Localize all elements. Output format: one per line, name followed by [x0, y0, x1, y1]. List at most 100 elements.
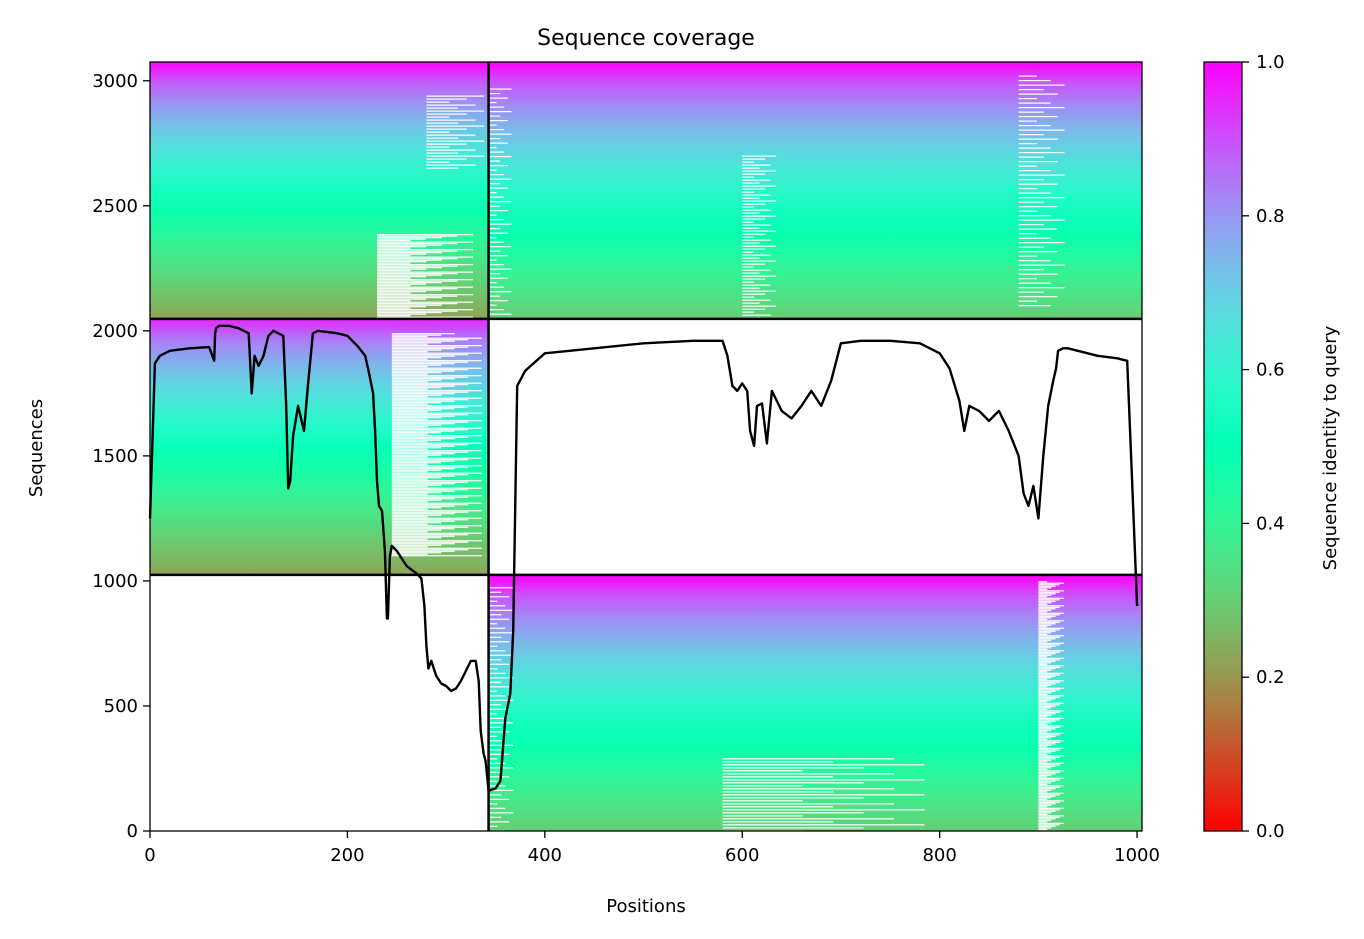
- gap-streak: [1018, 251, 1058, 253]
- gap-streak: [488, 187, 508, 189]
- gap-streak: [722, 782, 864, 784]
- gap-streak: [391, 376, 469, 378]
- gap-streak: [391, 513, 455, 515]
- gap-streak: [722, 788, 895, 790]
- gap-streak: [1038, 735, 1056, 737]
- gap-streak: [391, 402, 442, 404]
- gap-streak: [426, 107, 459, 109]
- gap-streak: [488, 88, 512, 90]
- gap-streak: [1038, 707, 1052, 709]
- gap-streak: [488, 255, 508, 257]
- gap-streak: [1038, 725, 1064, 727]
- gap-streak: [1018, 192, 1051, 194]
- gap-streak: [391, 474, 469, 476]
- gap-streak: [391, 475, 455, 477]
- gap-streak: [391, 456, 428, 458]
- gap-streak: [488, 636, 502, 638]
- plot-area: 0 200 400 600 800 1000 0 500 1000 1500 2000 2500 300…: [92, 61, 1160, 866]
- gap-streak: [742, 212, 760, 214]
- gap-streak: [488, 686, 510, 688]
- gap-streak: [1038, 822, 1064, 824]
- gap-streak: [488, 780, 498, 782]
- gap-streak: [1018, 147, 1051, 149]
- gap-streak: [377, 294, 473, 296]
- gap-streak: [391, 346, 469, 348]
- gap-streak: [488, 744, 514, 746]
- gap-streak: [377, 262, 411, 264]
- gap-streak: [1038, 704, 1060, 706]
- gap-streak: [488, 609, 514, 611]
- gap-streak: [391, 529, 442, 531]
- gap-streak: [377, 237, 442, 239]
- y-tick-label: 2500: [92, 196, 138, 217]
- gap-streak: [391, 333, 455, 335]
- gap-streak: [426, 164, 476, 166]
- gap-streak: [1018, 170, 1051, 172]
- gap-streak: [488, 690, 498, 692]
- gap-streak: [391, 555, 482, 557]
- gap-streak: [488, 803, 498, 805]
- gap-streak: [488, 659, 502, 661]
- gap-streak: [1038, 701, 1048, 703]
- gap-streak: [1038, 632, 1052, 634]
- gap-streak: [1018, 161, 1058, 163]
- gap-streak: [1038, 777, 1064, 779]
- gap-streak: [722, 776, 834, 778]
- gap-streak: [488, 106, 505, 108]
- gap-streak: [391, 492, 442, 494]
- gap-streak: [391, 345, 482, 347]
- gap-streak: [1038, 642, 1064, 644]
- gap-streak: [488, 798, 510, 800]
- gap-streak: [1038, 633, 1048, 635]
- gap-streak: [1038, 722, 1052, 724]
- gap-streak: [722, 797, 864, 799]
- gap-streak: [391, 495, 482, 497]
- gap-streak: [391, 334, 442, 336]
- gap-streak: [391, 360, 482, 362]
- axes-frame: [149, 61, 1143, 832]
- gap-streak: [1038, 699, 1052, 701]
- gap-streak: [1018, 188, 1037, 190]
- gap-streak: [1038, 675, 1056, 677]
- gap-streak: [742, 224, 771, 226]
- gap-streak: [1038, 629, 1060, 631]
- gap-streak: [377, 258, 458, 260]
- gap-streak: [377, 265, 458, 267]
- gap-streak: [488, 169, 497, 171]
- gap-streak: [391, 502, 482, 504]
- gap-streak: [391, 415, 455, 417]
- gap-streak: [722, 815, 803, 817]
- gap-streak: [391, 463, 428, 465]
- gap-streak: [426, 143, 467, 145]
- gap-streak: [391, 390, 482, 392]
- gap-streak: [722, 809, 925, 811]
- gap-streak: [1038, 729, 1052, 731]
- gap-streak: [391, 547, 482, 549]
- gap-streak: [1038, 590, 1064, 592]
- gap-streak: [742, 203, 766, 205]
- gap-streak: [391, 508, 428, 510]
- gap-streak: [1038, 582, 1064, 584]
- gap-streak: [742, 185, 777, 187]
- gap-streak: [391, 532, 482, 534]
- gap-streak: [722, 818, 895, 820]
- gap-streak: [1038, 660, 1056, 662]
- gap-streak: [1038, 656, 1048, 658]
- gap-streak: [1038, 767, 1052, 769]
- gap-streak: [426, 125, 485, 127]
- gap-streak: [377, 301, 473, 303]
- gap-streak: [1038, 638, 1056, 640]
- gap-streak: [1018, 165, 1037, 167]
- gap-streak: [1018, 305, 1051, 307]
- gap-streak: [391, 409, 442, 411]
- gap-streak: [1038, 587, 1052, 589]
- gap-streak: [1038, 779, 1060, 781]
- gap-streak: [391, 372, 442, 374]
- gap-streak: [1038, 711, 1060, 713]
- gap-streak: [426, 140, 485, 142]
- gap-streak: [391, 457, 482, 459]
- gap-streak: [391, 339, 469, 341]
- gap-streak: [488, 762, 506, 764]
- gap-streak: [1038, 695, 1064, 697]
- gap-streak: [391, 489, 469, 491]
